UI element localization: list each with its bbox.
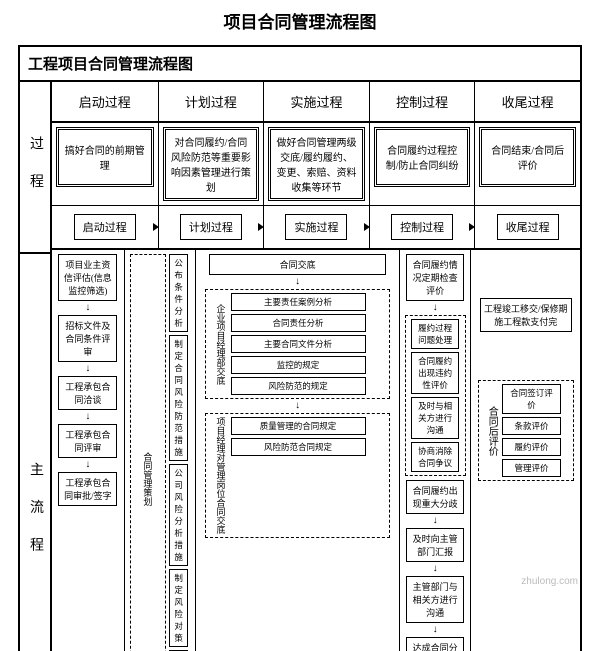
node-c0-4: 工程承包合同审批/签字 bbox=[58, 472, 117, 506]
col-head-3: 控制过程 bbox=[369, 82, 475, 121]
content-area: 启动过程 计划过程 实施过程 控制过程 收尾过程 搞好合同的前期管理 对合同履约… bbox=[52, 82, 580, 651]
node-c0-3: 工程承包合同评审 bbox=[58, 424, 117, 458]
desc-box-1: 对合同履约/合同风险防范等重要影响因素管理进行策划 bbox=[163, 127, 260, 201]
node-c1-i3: 制定风险对策 bbox=[169, 569, 188, 647]
desc-box-4: 合同结束/合同后评价 bbox=[479, 127, 576, 187]
node-c2-g1-4: 风险防范的规定 bbox=[231, 377, 366, 395]
node-c4-i3: 管理评价 bbox=[502, 459, 561, 477]
col-head-4: 收尾过程 bbox=[474, 82, 580, 121]
arrow-down-icon: ↓ bbox=[85, 414, 90, 420]
side-label-column: 过 程 主 流 程 bbox=[20, 82, 52, 651]
layout-grid: 过 程 主 流 程 启动过程 计划过程 实施过程 控制过程 收尾过程 搞好合同的… bbox=[20, 82, 580, 651]
node-c0-2: 工程承包合同洽谈 bbox=[58, 376, 117, 410]
process-chain-row: 启动过程 计划过程 实施过程 控制过程 收尾过程 bbox=[52, 206, 580, 250]
group-c2-g2: 项目经理对管理岗位合同交底 质量管理的合同规定 风险防范合同规定 bbox=[205, 413, 390, 538]
node-c4-0: 工程竣工移交/保修期施工程款支付完 bbox=[480, 298, 572, 332]
arrow-down-icon: ↓ bbox=[295, 279, 300, 285]
node-c4-wrap: 合同后评价 bbox=[484, 384, 499, 477]
arrow-down-icon: ↓ bbox=[433, 518, 438, 524]
node-c1-i4: 合同变更 bbox=[169, 650, 188, 651]
node-c2-g1-0: 主要责任案例分析 bbox=[231, 293, 366, 311]
col-head-2: 实施过程 bbox=[263, 82, 369, 121]
node-c3-5: 合同履约出现重大分歧 bbox=[406, 480, 464, 514]
desc-box-3: 合同履约过程控制/防止合同纠纷 bbox=[374, 127, 471, 187]
node-c1-i2: 公司风险分析措施 bbox=[169, 464, 188, 566]
node-c2-g2-0: 质量管理的合同规定 bbox=[231, 417, 366, 435]
arrow-down-icon: ↓ bbox=[433, 566, 438, 572]
arrow-down-icon: ↓ bbox=[85, 305, 90, 311]
node-c2-top: 合同交底 bbox=[209, 254, 386, 275]
node-c4-i1: 条款评价 bbox=[502, 417, 561, 435]
node-c3-0: 合同履约情况定期检查评价 bbox=[406, 254, 464, 301]
node-c3-6: 及时向主管部门汇报 bbox=[406, 528, 464, 562]
node-c3-8: 达成合同分歧或修订合同条款 bbox=[406, 637, 464, 651]
arrow-down-icon: ↓ bbox=[85, 366, 90, 372]
node-c2-g1-1: 合同责任分析 bbox=[231, 314, 366, 332]
desc-box-0: 搞好合同的前期管理 bbox=[56, 127, 154, 187]
arrow-down-icon: ↓ bbox=[85, 462, 90, 468]
group-c4: 合同后评价 合同签订评价 条款评价 履约评价 管理评价 bbox=[478, 380, 574, 481]
node-c3-7: 主管部门与相关方进行沟通 bbox=[406, 576, 464, 623]
column-header-row: 启动过程 计划过程 实施过程 控制过程 收尾过程 bbox=[52, 82, 580, 123]
node-c2-g1-3: 监控的规定 bbox=[231, 356, 366, 374]
col-head-1: 计划过程 bbox=[158, 82, 264, 121]
flow-col-3: 合同履约情况定期检查评价 ↓ 履约过程问题处理 合同履约出现违约性评价 及时与相关… bbox=[399, 250, 471, 651]
arrow-down-icon: ↓ bbox=[295, 403, 300, 409]
node-c4-i0: 合同签订评价 bbox=[502, 384, 561, 414]
node-c4-i2: 履约评价 bbox=[502, 438, 561, 456]
desc-box-2: 做好合同管理两级交底/履约履约、变更、索赔、资料收集等环节 bbox=[268, 127, 365, 201]
side-label-mainflow: 主 流 程 bbox=[20, 254, 50, 651]
node-c1-i1: 制定合同风险防范措施 bbox=[169, 335, 188, 461]
proc-box-1: 计划过程 bbox=[180, 214, 242, 240]
main-flow-row: 项目业主资信评估(信息监控筛选) ↓ 招标文件及合同条件评审 ↓ 工程承包合同洽谈 ↓… bbox=[52, 250, 580, 651]
proc-box-2: 实施过程 bbox=[285, 214, 347, 240]
flow-col-2: 合同交底 ↓ 企业项目经理部交底 主要责任案例分析 合同责任分析 主要合同文件分… bbox=[195, 250, 399, 651]
node-c3-2: 合同履约出现违约性评价 bbox=[411, 352, 458, 394]
side-label-process: 过 程 bbox=[20, 82, 50, 254]
proc-box-0: 启动过程 bbox=[74, 214, 136, 240]
description-row: 搞好合同的前期管理 对合同履约/合同风险防范等重要影响因素管理进行策划 做好合同… bbox=[52, 123, 580, 206]
watermark: zhulong.com bbox=[521, 576, 578, 587]
col-head-0: 启动过程 bbox=[52, 82, 158, 121]
group-c2-g1: 企业项目经理部交底 主要责任案例分析 合同责任分析 主要合同文件分析 监控的规定… bbox=[205, 289, 390, 399]
node-c2-g1-wrap: 企业项目经理部交底 bbox=[215, 293, 228, 395]
frame-title: 工程项目合同管理流程图 bbox=[20, 47, 580, 82]
flow-col-0: 项目业主资信评估(信息监控筛选) ↓ 招标文件及合同条件评审 ↓ 工程承包合同洽谈 ↓… bbox=[52, 250, 124, 651]
group-c3-a: 履约过程问题处理 合同履约出现违约性评价 及时与相关方进行沟通 协商消除合同争议 bbox=[405, 315, 466, 476]
node-c2-g1-2: 主要合同文件分析 bbox=[231, 335, 366, 353]
arrow-down-icon: ↓ bbox=[433, 627, 438, 633]
node-c1-i0: 公布条件分析 bbox=[169, 254, 188, 332]
page-title: 项目合同管理流程图 bbox=[0, 0, 600, 45]
node-c2-g2-wrap: 项目经理对管理岗位合同交底 bbox=[215, 417, 228, 534]
flow-col-4: 工程竣工移交/保修期施工程款支付完 合同后评价 合同签订评价 条款评价 履约评价… bbox=[470, 250, 580, 651]
node-c0-0: 项目业主资信评估(信息监控筛选) bbox=[58, 254, 117, 301]
diagram-frame: 工程项目合同管理流程图 过 程 主 流 程 启动过程 计划过程 实施过程 控制过… bbox=[18, 45, 582, 651]
node-c3-4: 协商消除合同争议 bbox=[411, 442, 458, 472]
node-c0-1: 招标文件及合同条件评审 bbox=[58, 315, 117, 362]
node-c1-main: 合同管理策划 bbox=[130, 254, 166, 651]
proc-box-3: 控制过程 bbox=[391, 214, 453, 240]
node-c3-3: 及时与相关方进行沟通 bbox=[411, 397, 458, 439]
proc-box-4: 收尾过程 bbox=[497, 214, 559, 240]
arrow-down-icon: ↓ bbox=[433, 305, 438, 311]
flow-col-1: 合同管理策划 公布条件分析 制定合同风险防范措施 公司风险分析措施 制定风险对策… bbox=[124, 250, 196, 651]
node-c2-g2-1: 风险防范合同规定 bbox=[231, 438, 366, 456]
node-c3-1: 履约过程问题处理 bbox=[411, 319, 458, 349]
